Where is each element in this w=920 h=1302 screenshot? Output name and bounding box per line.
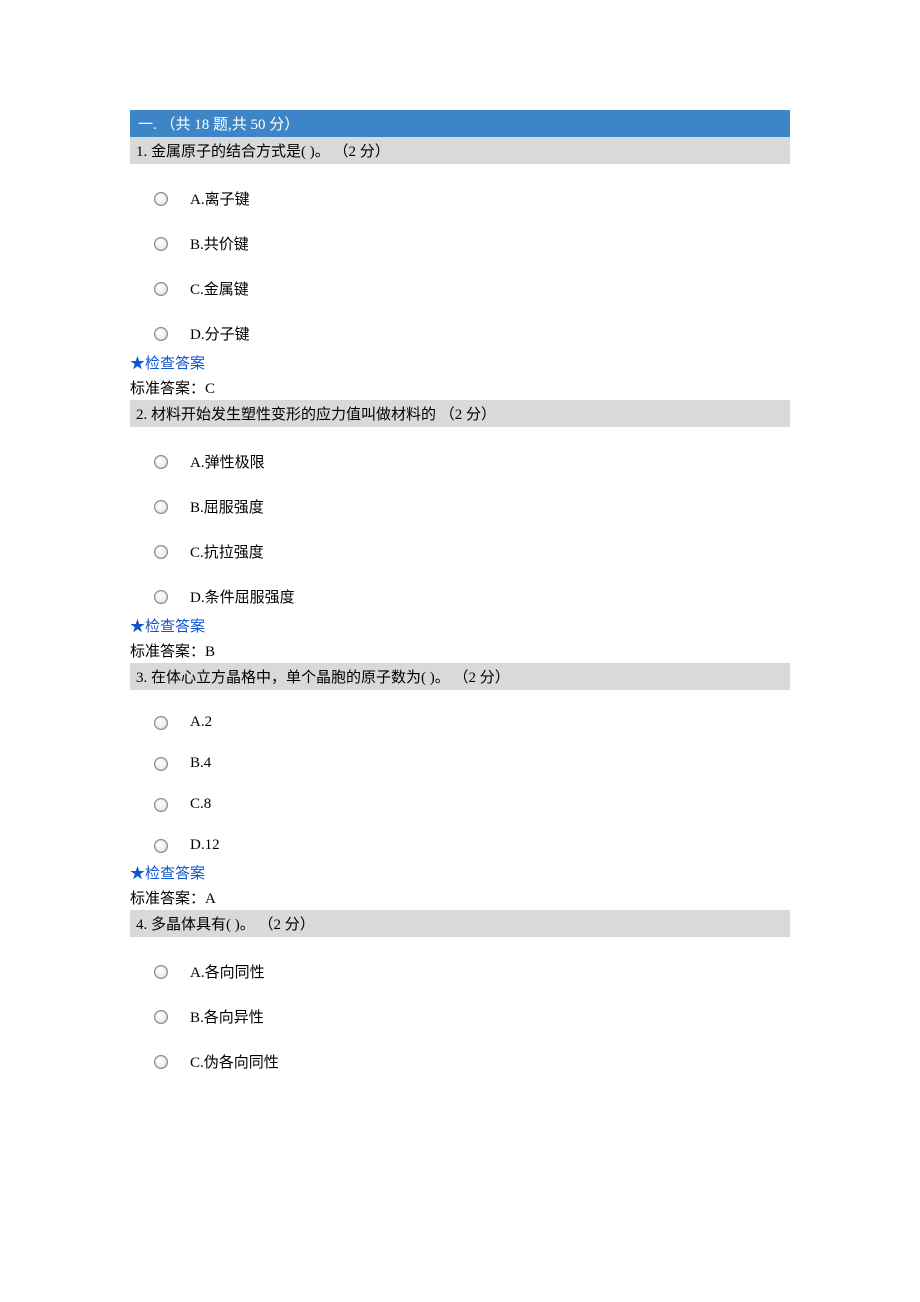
- radio-icon[interactable]: [154, 590, 168, 604]
- option-row[interactable]: C.抗拉强度: [154, 541, 790, 562]
- check-answer-link[interactable]: ★检查答案: [130, 350, 790, 373]
- section-header: 一. （共 18 题,共 50 分）: [130, 110, 790, 137]
- option-list: A.2 B.4 C.8 D.12: [130, 690, 790, 854]
- option-text: C.伪各向同性: [190, 1051, 279, 1072]
- radio-icon[interactable]: [154, 965, 168, 979]
- standard-answer: 标准答案：A: [130, 883, 790, 910]
- check-answer-link[interactable]: ★检查答案: [130, 860, 790, 883]
- option-text: D.条件屈服强度: [190, 586, 295, 607]
- radio-icon[interactable]: [154, 455, 168, 469]
- radio-icon[interactable]: [154, 839, 168, 853]
- option-row[interactable]: A.各向同性: [154, 961, 790, 982]
- option-text: B.各向异性: [190, 1006, 264, 1027]
- radio-icon[interactable]: [154, 798, 168, 812]
- option-row[interactable]: B.4: [154, 755, 790, 772]
- question-stem: 4. 多晶体具有( )。 （2 分）: [130, 910, 790, 937]
- question-stem: 2. 材料开始发生塑性变形的应力值叫做材料的 （2 分）: [130, 400, 790, 427]
- radio-icon[interactable]: [154, 500, 168, 514]
- option-text: B.屈服强度: [190, 496, 264, 517]
- option-text: A.离子键: [190, 188, 250, 209]
- option-list: A.弹性极限 B.屈服强度 C.抗拉强度 D.条件屈服强度: [130, 427, 790, 607]
- option-text: D.分子键: [190, 323, 250, 344]
- option-row[interactable]: C.金属键: [154, 278, 790, 299]
- option-list: A.离子键 B.共价键 C.金属键 D.分子键: [130, 164, 790, 344]
- radio-icon[interactable]: [154, 1010, 168, 1024]
- question-stem: 1. 金属原子的结合方式是( )。 （2 分）: [130, 137, 790, 164]
- standard-answer: 标准答案：B: [130, 636, 790, 663]
- option-text: C.抗拉强度: [190, 541, 264, 562]
- option-row[interactable]: A.2: [154, 714, 790, 731]
- option-row[interactable]: B.屈服强度: [154, 496, 790, 517]
- radio-icon[interactable]: [154, 192, 168, 206]
- option-text: C.8: [190, 796, 211, 813]
- radio-icon[interactable]: [154, 237, 168, 251]
- option-row[interactable]: D.12: [154, 837, 790, 854]
- option-text: B.共价键: [190, 233, 249, 254]
- option-row[interactable]: D.分子键: [154, 323, 790, 344]
- option-row[interactable]: C.8: [154, 796, 790, 813]
- option-text: B.4: [190, 755, 211, 772]
- option-row[interactable]: B.共价键: [154, 233, 790, 254]
- radio-icon[interactable]: [154, 757, 168, 771]
- question-stem: 3. 在体心立方晶格中，单个晶胞的原子数为( )。 （2 分）: [130, 663, 790, 690]
- check-answer-link[interactable]: ★检查答案: [130, 613, 790, 636]
- option-list: A.各向同性 B.各向异性 C.伪各向同性: [130, 937, 790, 1072]
- option-row[interactable]: A.离子键: [154, 188, 790, 209]
- option-row[interactable]: C.伪各向同性: [154, 1051, 790, 1072]
- radio-icon[interactable]: [154, 545, 168, 559]
- option-row[interactable]: A.弹性极限: [154, 451, 790, 472]
- option-row[interactable]: D.条件屈服强度: [154, 586, 790, 607]
- exam-page: 一. （共 18 题,共 50 分） 1. 金属原子的结合方式是( )。 （2 …: [0, 0, 920, 1118]
- radio-icon[interactable]: [154, 716, 168, 730]
- standard-answer: 标准答案：C: [130, 373, 790, 400]
- option-text: C.金属键: [190, 278, 249, 299]
- option-text: A.各向同性: [190, 961, 265, 982]
- option-text: D.12: [190, 837, 220, 854]
- radio-icon[interactable]: [154, 1055, 168, 1069]
- option-row[interactable]: B.各向异性: [154, 1006, 790, 1027]
- option-text: A.弹性极限: [190, 451, 265, 472]
- radio-icon[interactable]: [154, 282, 168, 296]
- option-text: A.2: [190, 714, 212, 731]
- radio-icon[interactable]: [154, 327, 168, 341]
